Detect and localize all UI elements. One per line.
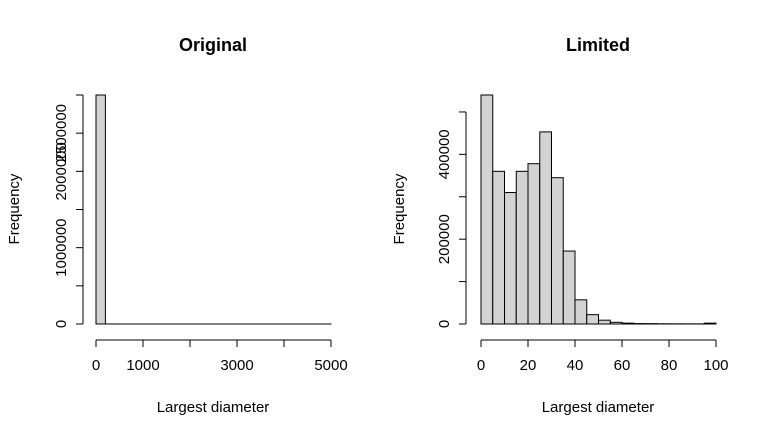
x-axis-label-original: Largest diameter (157, 399, 270, 416)
histogram-bar (527, 163, 541, 325)
y-axis-label-original: Frequency (6, 173, 23, 244)
panel-original: Original Frequency Largest diameter 0 100… (6, 35, 348, 416)
y-axis-label-limited: Frequency (391, 173, 408, 244)
histogram-bar (574, 299, 588, 325)
x-tick-label: 0 (477, 357, 485, 374)
x-tick-label: 3000 (220, 357, 253, 374)
histogram-bar (95, 94, 106, 325)
y-tick-label: 200000 (436, 214, 453, 264)
x-tick-label: 5000 (314, 357, 347, 374)
bars-original (95, 94, 332, 325)
panel-limited: Limited Frequency Largest diameter 0 20 40… (391, 35, 729, 416)
y-tick-label: 400000 (436, 129, 453, 179)
x-axis-label-limited: Largest diameter (542, 399, 655, 416)
histogram-bar (480, 94, 494, 325)
histogram-bar (703, 322, 717, 325)
histogram-bar (492, 170, 505, 325)
x-tick-label: 40 (567, 357, 584, 374)
x-tick-label: 100 (703, 357, 728, 374)
histogram-bar (598, 319, 611, 325)
chart-title-limited: Limited (566, 35, 630, 55)
y-tick-label: 0 (436, 320, 453, 328)
x-tick-label: 1000 (126, 357, 159, 374)
chart-title-original: Original (179, 35, 247, 55)
x-tick-label: 20 (520, 357, 537, 374)
histogram-bar (621, 322, 635, 325)
bars-limited (480, 94, 717, 325)
x-tick-label: 0 (92, 357, 100, 374)
y-tick-label: 2000000 (53, 142, 70, 200)
y-tick-label: 0 (53, 320, 70, 328)
axes-limited: 0 20 40 60 80 100 0 200000 400000 (436, 111, 729, 374)
histogram-bar (562, 250, 576, 325)
x-tick-label: 60 (614, 357, 631, 374)
histogram-bar (586, 314, 599, 325)
histogram-bar (515, 170, 529, 325)
histogram-bar (504, 192, 517, 325)
histogram-bar (539, 131, 552, 325)
y-tick-label: 1000000 (53, 218, 70, 276)
histogram-bar (551, 177, 564, 325)
y-tick-label: 2500000 (53, 104, 70, 162)
histogram-bar (609, 321, 623, 325)
x-tick-label: 80 (661, 357, 678, 374)
